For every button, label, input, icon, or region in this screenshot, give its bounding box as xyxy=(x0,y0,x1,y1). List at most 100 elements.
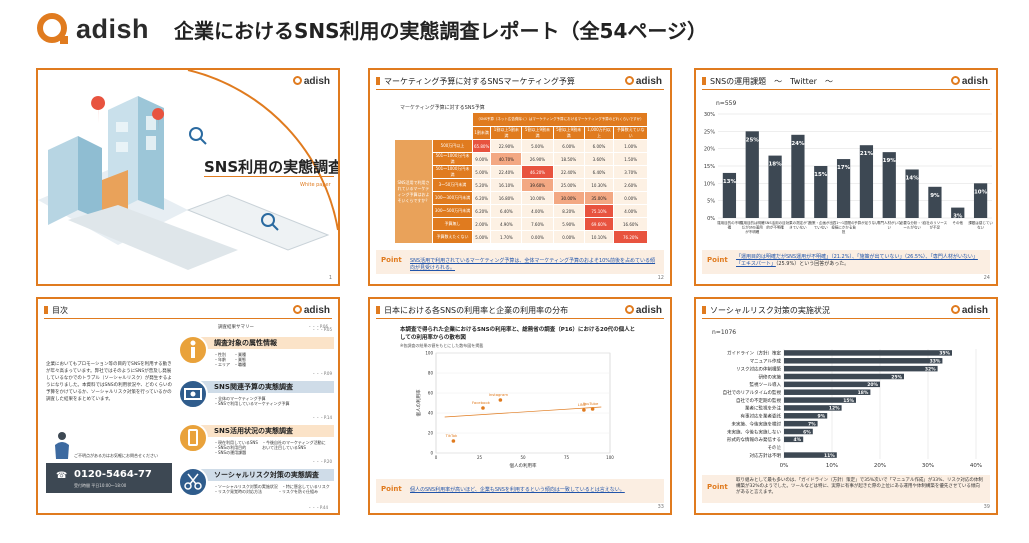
toc-item-risk[interactable]: ソーシャルリスク対策の実態調査 ・ソーシャルリスク対策の実施状況 ・特に懸念して… xyxy=(178,459,334,503)
data-label: 18% xyxy=(768,162,782,168)
bar xyxy=(784,365,938,372)
point-text: SNS活用で利用されているマーケティング予算は、全体マーケティング予算のおよそ1… xyxy=(410,258,656,271)
y-tick-label: 20% xyxy=(704,147,715,153)
table-cell: 2.00% xyxy=(471,217,492,231)
data-label: 35% xyxy=(939,351,950,357)
scatter-point xyxy=(481,406,485,410)
point-label: TikTok xyxy=(445,433,458,438)
table-cell: 16.60% xyxy=(613,217,648,231)
table-cell: 0.00% xyxy=(613,191,648,205)
x-tick-label: その他 xyxy=(953,220,964,225)
slide-cover[interactable]: adish SNS利用の実態調査 White paper 1 xyxy=(36,68,340,286)
table-row: 501〜1000万円未満 5.00% 22.40% 46.20% 22.40% 6.40%… xyxy=(395,165,648,179)
slide-logo: adish xyxy=(624,76,662,87)
data-label: 4% xyxy=(794,437,802,443)
y-tick-label: 100 xyxy=(425,351,433,356)
table-cell: 7.60% xyxy=(521,217,554,231)
table-cell: 10.00% xyxy=(521,191,554,205)
row-label: 予算数えたくない xyxy=(432,230,473,244)
table-cell: 65.80% xyxy=(471,139,492,153)
table-cell: 6.40% xyxy=(583,165,615,179)
point-text: 「運用目的は明確だがSNS運用が不明確」（21.2%）、「施策が出ていない」（2… xyxy=(736,254,978,267)
y-tick-label: 25% xyxy=(704,129,715,135)
table-cell: 5.90% xyxy=(552,217,585,231)
page-title: 企業におけるSNS利用の実態調査レポート（全54ページ） xyxy=(174,19,707,43)
x-tick-label: 課題は感じていない xyxy=(968,220,993,230)
x-tick-label: 週1〜1週間の投稿にかかる負担 xyxy=(831,220,856,234)
point-label: Point xyxy=(381,256,402,264)
phone-number: 0120-5464-77 xyxy=(74,469,152,480)
point-label: Facebook xyxy=(472,400,491,405)
page-number: 39 xyxy=(983,504,990,510)
slide-scatter[interactable]: 日本における各SNSの利用率と企業の利用率の分布 adish 本調査で得られた企… xyxy=(368,297,672,515)
table-cell: 1.50% xyxy=(613,152,648,166)
x-tick-label: 20% xyxy=(874,463,886,469)
data-label: 3% xyxy=(953,214,963,220)
bar xyxy=(784,397,856,403)
point-box: Point SNS活用で利用されているマーケティング予算は、全体マーケティング予… xyxy=(376,250,664,274)
column-header: 5割以上9割未満 xyxy=(521,126,554,140)
row-label: 300〜500万円未満 xyxy=(432,204,473,218)
data-label: 11% xyxy=(824,453,835,459)
table-cell: 1.00% xyxy=(613,139,648,153)
contact-phone-box[interactable]: ☎ 0120-5464-77 受付時間 平日10:00〜18:00 xyxy=(46,463,172,493)
table-row: 100〜300万円未満 6.20% 16.80% 10.00% 30.00% 35.00%… xyxy=(395,191,648,205)
slide-budget[interactable]: マーケティング予算に対するSNSマーケティング予算 adish マーケティング予… xyxy=(368,68,672,286)
toc-item-budget[interactable]: SNS関連予算の実態調査 ・全体のマーケティング予算 ・SNSで利用しているマー… xyxy=(178,371,334,415)
toc-item-head: 調査対象の属性情報 xyxy=(214,339,277,347)
table-row: 300〜500万円未満 6.20% 6.40% 4.00% 8.20% 75.10% 4.0… xyxy=(395,204,648,218)
scatter-chart: 0 20 40 60 80 100 0 25 50 75 100 Instagram Facebook Y… xyxy=(415,351,614,470)
sample-size: n=1076 xyxy=(712,329,737,336)
point-text: 個人のSNS利用率が高いほど、企業もSNSを利用するという傾向は一致しているとは… xyxy=(410,487,625,493)
y-tick-label: 60 xyxy=(428,391,434,396)
toc-item-usage[interactable]: SNS活用状況の実態調査 ・現在利用しているSNS ・今後自社のマーケティング活… xyxy=(178,415,334,459)
slide-toc[interactable]: 目次 adish 調査結果サマリー ・・・P.06 企業においてもプロモーション… xyxy=(36,297,340,515)
point-text: 取り組みとして最も多いのは、「ガイドライン（方針）策定」で35%次いで「マニュア… xyxy=(736,478,983,495)
table-cell: 46.20% xyxy=(521,165,554,179)
table-cell: 39.60% xyxy=(521,178,554,192)
slide-twitter[interactable]: SNSの運用課題 〜 Twitter 〜 adish n=559 0% 5% 10%… xyxy=(694,68,998,286)
slide-logo: adish xyxy=(292,76,330,87)
bar xyxy=(768,155,782,218)
slide-logo: adish xyxy=(950,76,988,87)
x-tick-label: SNS活用の目的が不明確 xyxy=(765,220,786,230)
data-label: 12% xyxy=(829,406,840,412)
table-cell: 4.00% xyxy=(521,204,554,218)
cover-subtitle: White paper xyxy=(300,182,331,188)
y-tick-label: ガイドライン（方針）策定 xyxy=(727,350,781,357)
slide-risk[interactable]: ソーシャルリスク対策の実施状況 adish n=1076 0% 10% 20% 30%… xyxy=(694,297,998,515)
row-label: 100〜300万円未満 xyxy=(432,191,473,205)
y-tick-label: リスク対応の体制構築 xyxy=(736,365,781,372)
cover-title: SNS利用の実態調査 xyxy=(204,158,340,176)
toc-item-bullets: ・現在利用しているSNS ・今後自社のマーケティング活動に ・SNSの利用目的 … xyxy=(214,440,326,455)
y-tick-label: 自社での不定期の監視 xyxy=(736,397,781,404)
toc-item-bullets: ・性別 ・業種 ・年齢 ・業態 ・エリア ・職種 xyxy=(214,352,246,367)
slide-logo: adish xyxy=(624,305,662,316)
slide-rule xyxy=(702,89,990,90)
bar xyxy=(784,436,804,443)
bar xyxy=(784,413,828,419)
adish-logo[interactable]: adish xyxy=(36,12,166,48)
slide-title: マーケティング予算に対するSNSマーケティング予算 xyxy=(376,76,575,87)
data-label: 17% xyxy=(837,165,851,171)
contact-note: ご不明点がある方はお気軽にお問合せください xyxy=(74,453,158,458)
data-label: 0% xyxy=(774,445,782,451)
bar xyxy=(791,134,805,218)
table-cell: 5.00% xyxy=(471,165,492,179)
page-number: 1 xyxy=(328,275,332,281)
smartphone-icon xyxy=(178,423,208,453)
scatter-point xyxy=(590,407,595,411)
slide-title: 目次 xyxy=(44,305,68,316)
table-cell: 22.90% xyxy=(490,139,523,153)
sample-size: n=559 xyxy=(716,100,737,107)
table-cell: 0.00% xyxy=(552,230,585,244)
bar xyxy=(784,428,813,435)
trend-line xyxy=(444,406,602,418)
y-tick-label: 0% xyxy=(707,216,715,222)
bar xyxy=(836,159,851,218)
column-header: 1割以上5割未満 xyxy=(490,126,523,140)
table-caption: マーケティング予算に対するSNS予算 xyxy=(400,105,485,111)
slide-rule xyxy=(702,318,990,319)
toc-item-attributes[interactable]: 調査対象の属性情報 ・性別 ・業種 ・年齢 ・業態 ・エリア ・職種 ・・・P.… xyxy=(178,327,334,371)
x-tick-label: 運用目的は明確だがSNS運用が不明確 xyxy=(740,220,765,234)
